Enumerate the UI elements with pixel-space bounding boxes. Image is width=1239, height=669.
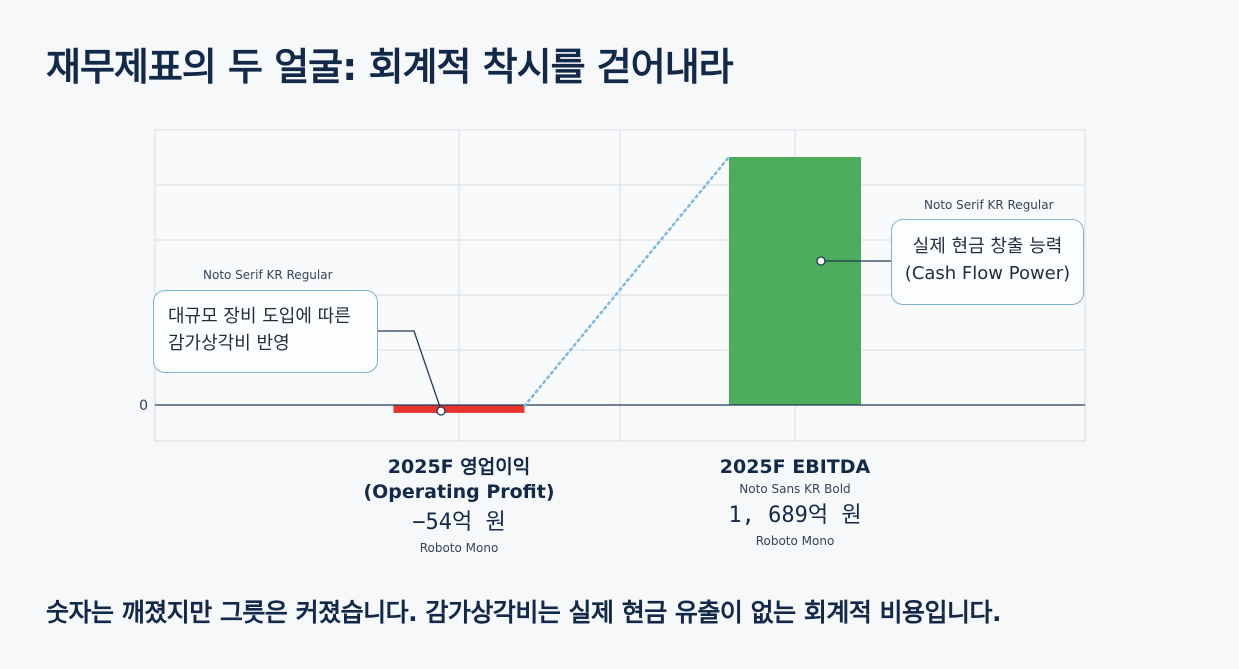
callout-text: 실제 현금 창출 능력 bbox=[912, 236, 1063, 257]
category-ebitda: 2025F EBITDA Noto Sans KR Bold 1, 689억 원… bbox=[720, 455, 870, 550]
category-operating-profit: 2025F 영업이익 (Operating Profit) −54억 원 Rob… bbox=[363, 455, 554, 557]
callout-cash-flow: 실제 현금 창출 능력 (Cash Flow Power) bbox=[891, 219, 1084, 305]
callout-text: 대규모 장비 도입에 따른 bbox=[168, 306, 351, 327]
category-label: 2025F 영업이익 bbox=[387, 456, 531, 478]
callout-text: 감가상각비 반영 bbox=[168, 333, 290, 354]
callout-font-tag: Noto Serif KR Regular bbox=[924, 198, 1054, 212]
bar-ebitda bbox=[729, 157, 861, 405]
callout-text: (Cash Flow Power) bbox=[904, 263, 1071, 284]
value-label: 1, 689억 원 bbox=[728, 503, 862, 528]
font-note: Noto Sans KR Bold bbox=[739, 482, 851, 496]
callout-font-tag: Noto Serif KR Regular bbox=[203, 268, 333, 282]
footer-caption: 숫자는 깨졌지만 그릇은 커졌습니다. 감가상각비는 실제 현금 유출이 없는 … bbox=[46, 598, 1002, 627]
font-note: Roboto Mono bbox=[419, 541, 499, 555]
page-title: 재무제표의 두 얼굴: 회계적 착시를 걷어내라 bbox=[46, 45, 734, 89]
connector-dotted-line bbox=[523, 155, 731, 408]
category-label: (Operating Profit) bbox=[363, 481, 555, 503]
value-label: −54억 원 bbox=[412, 510, 506, 535]
font-note: Roboto Mono bbox=[755, 534, 835, 548]
bar-operating-profit bbox=[393, 405, 525, 413]
category-label: 2025F EBITDA bbox=[719, 456, 871, 478]
callout-marker-left bbox=[436, 406, 446, 416]
callout-depreciation: 대규모 장비 도입에 따른 감가상각비 반영 bbox=[153, 290, 378, 373]
callout-marker-right bbox=[816, 256, 826, 266]
callout-leader-left bbox=[378, 330, 442, 411]
y-tick-label: 0 bbox=[139, 398, 148, 414]
